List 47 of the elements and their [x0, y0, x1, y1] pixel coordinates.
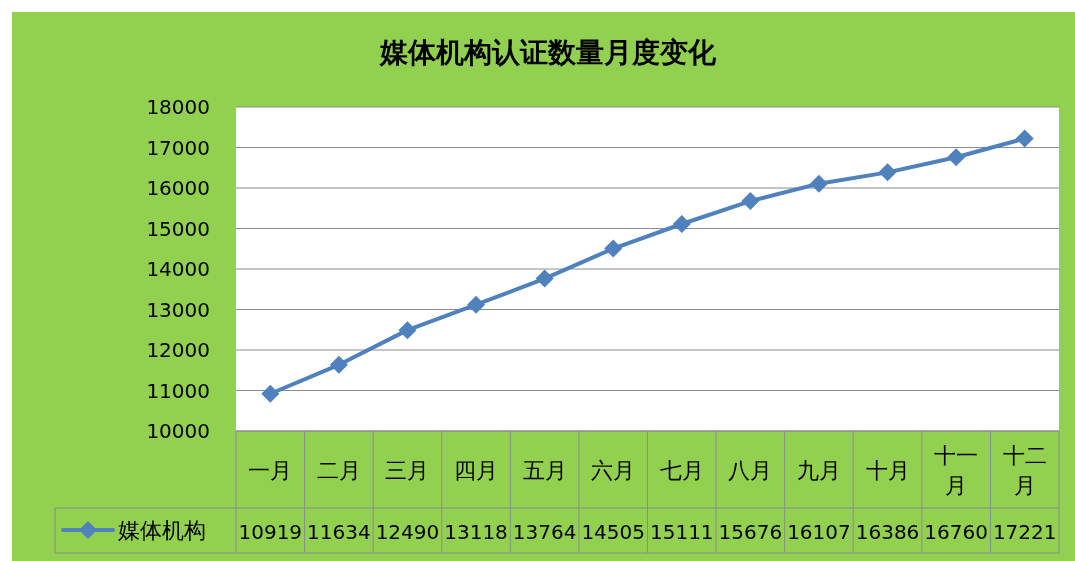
x-tick-label: 十月 [865, 458, 910, 483]
y-tick-label: 17000 [146, 135, 210, 160]
y-tick-label: 12000 [146, 338, 210, 362]
x-tick-label: 十一月 [934, 442, 979, 498]
data-label: 16386 [855, 520, 920, 544]
point [947, 148, 966, 167]
y-tick-label: 10000 [146, 419, 210, 443]
point [878, 163, 897, 182]
point [329, 355, 348, 374]
data-label: 11634 [307, 520, 371, 544]
data-label: 14505 [581, 520, 646, 544]
data-label: 15676 [718, 520, 783, 544]
x-tick-label: 六月 [591, 458, 636, 483]
x-tick-label: 三月 [385, 458, 430, 483]
data-label: 12490 [375, 520, 440, 544]
point [1015, 129, 1034, 148]
legend-label: 媒体机构 [118, 518, 206, 543]
data-label: 13764 [512, 520, 577, 544]
data-label: 15111 [649, 520, 714, 544]
point [535, 269, 554, 288]
data-label: 16760 [924, 520, 988, 544]
y-tick-label: 18000 [146, 95, 210, 119]
point [604, 239, 623, 258]
y-tick-label: 16000 [146, 176, 210, 200]
point [741, 192, 760, 211]
x-tick-label: 二月 [316, 458, 361, 483]
y-tick-label: 13000 [146, 297, 210, 322]
point [467, 295, 486, 314]
x-tick-label: 七月 [659, 458, 704, 483]
data-label: 16107 [787, 520, 851, 544]
point [809, 174, 828, 193]
x-tick-label: 九月 [796, 458, 841, 483]
x-tick-label: 五月 [522, 458, 567, 483]
data-label: 10919 [238, 520, 303, 544]
data-label: 13118 [444, 520, 508, 544]
x-tick-label: 十二月 [1002, 442, 1047, 498]
data-label: 17221 [992, 520, 1057, 544]
x-tick-label: 四月 [454, 458, 499, 483]
y-tick-label: 15000 [146, 216, 210, 241]
point [672, 215, 691, 233]
x-tick-label: 一月 [248, 458, 293, 483]
point [398, 321, 417, 340]
y-tick-label: 11000 [146, 378, 210, 403]
y-tick-label: 14000 [146, 257, 210, 281]
point [261, 384, 280, 403]
chart-title: 媒体机构认证数量月度变化 [379, 36, 717, 69]
x-tick-label: 八月 [728, 458, 773, 483]
